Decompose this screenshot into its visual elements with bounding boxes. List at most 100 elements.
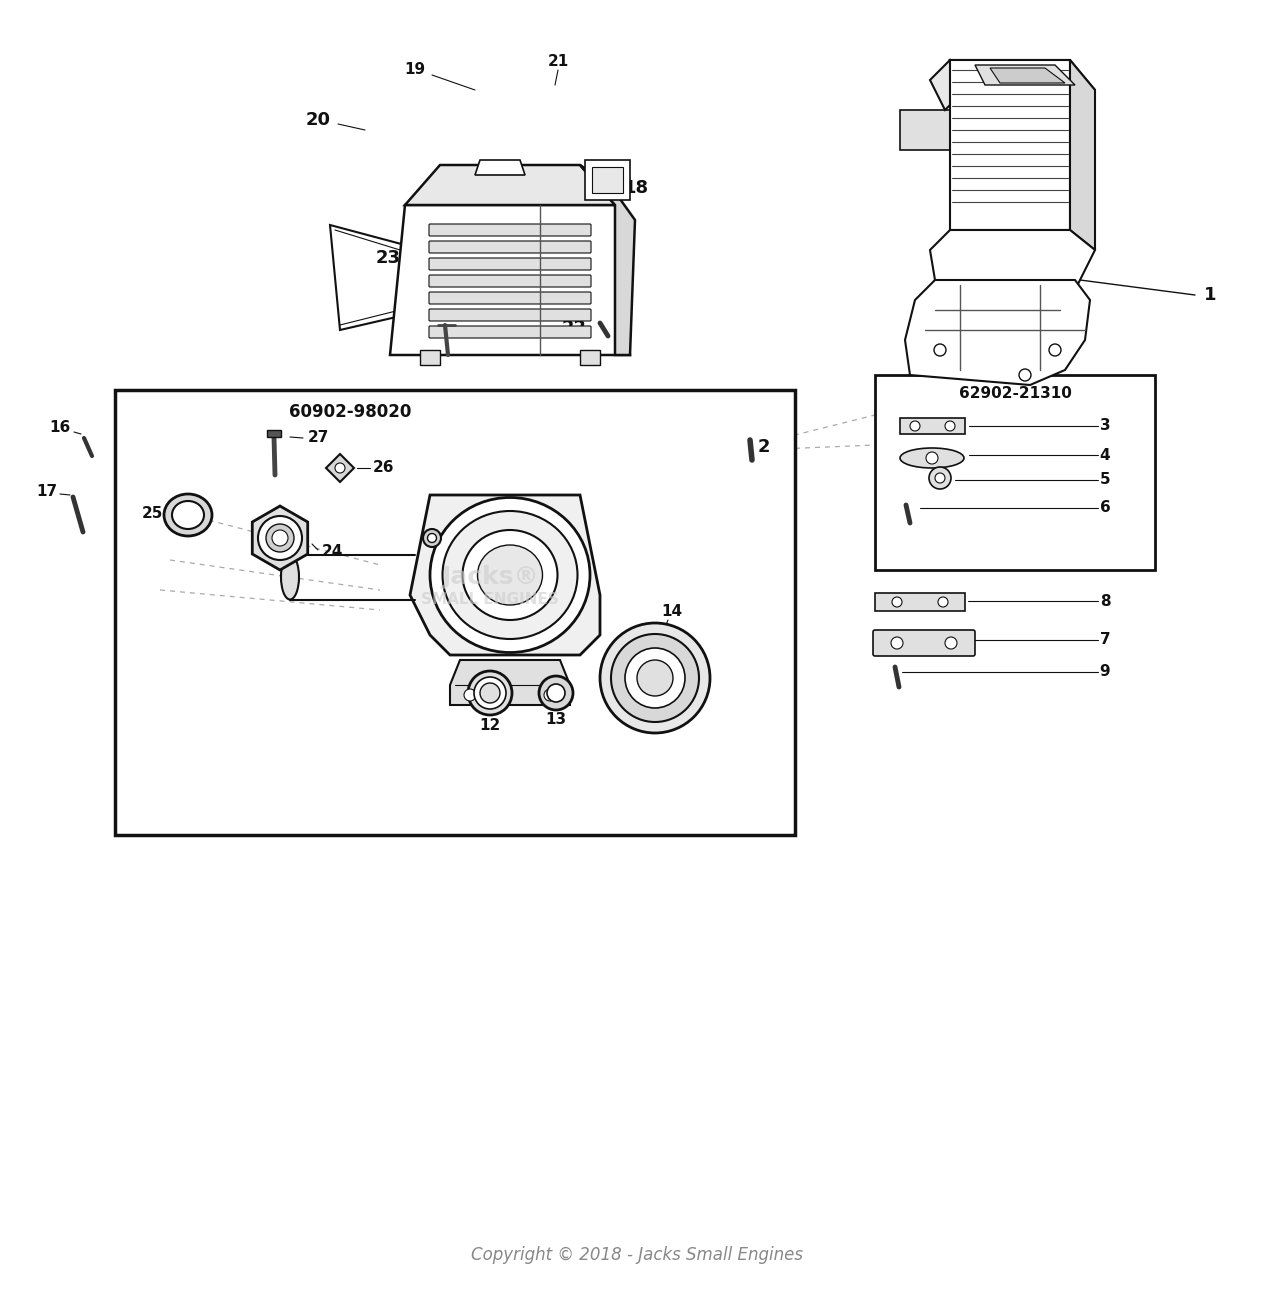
Circle shape — [891, 638, 903, 649]
Text: Copyright © 2018 - Jacks Small Engines: Copyright © 2018 - Jacks Small Engines — [470, 1246, 803, 1263]
Text: 13: 13 — [546, 712, 566, 727]
Circle shape — [929, 467, 951, 489]
Circle shape — [601, 623, 710, 733]
Circle shape — [474, 677, 506, 708]
Circle shape — [935, 474, 945, 483]
Circle shape — [479, 684, 500, 703]
Text: 19: 19 — [404, 63, 426, 77]
Circle shape — [1019, 369, 1031, 380]
Circle shape — [544, 689, 556, 701]
FancyBboxPatch shape — [428, 224, 592, 236]
Text: 5: 5 — [1099, 472, 1111, 488]
Circle shape — [638, 660, 673, 695]
Text: 15: 15 — [472, 529, 492, 543]
Circle shape — [266, 523, 295, 552]
Circle shape — [926, 453, 938, 464]
Circle shape — [935, 344, 946, 356]
Circle shape — [1049, 344, 1061, 356]
Text: 26: 26 — [374, 461, 395, 475]
Polygon shape — [989, 68, 1065, 83]
Bar — [580, 350, 601, 365]
Circle shape — [272, 530, 288, 546]
FancyBboxPatch shape — [428, 310, 592, 321]
Polygon shape — [950, 60, 1095, 91]
Circle shape — [945, 638, 958, 649]
Polygon shape — [411, 495, 601, 655]
Text: 3: 3 — [1099, 419, 1111, 433]
Ellipse shape — [172, 501, 204, 529]
Text: 18: 18 — [623, 178, 649, 197]
Bar — [585, 160, 630, 199]
Text: 6: 6 — [1099, 500, 1111, 516]
Ellipse shape — [463, 530, 557, 621]
Text: 24: 24 — [321, 544, 343, 559]
Circle shape — [910, 421, 921, 432]
Text: 12: 12 — [479, 719, 501, 733]
FancyBboxPatch shape — [428, 276, 592, 287]
Polygon shape — [390, 205, 630, 356]
Circle shape — [468, 670, 513, 715]
Text: Jacks®: Jacks® — [441, 565, 539, 589]
FancyBboxPatch shape — [873, 630, 975, 656]
Bar — [115, 390, 796, 834]
FancyBboxPatch shape — [875, 593, 965, 611]
Circle shape — [945, 421, 955, 432]
Polygon shape — [252, 506, 307, 569]
Polygon shape — [975, 66, 1075, 85]
Text: 25: 25 — [142, 505, 163, 521]
Polygon shape — [905, 279, 1090, 384]
Circle shape — [427, 534, 436, 542]
Polygon shape — [476, 160, 525, 174]
Bar — [875, 375, 1155, 569]
Ellipse shape — [430, 497, 590, 652]
Ellipse shape — [164, 495, 212, 537]
Polygon shape — [405, 165, 615, 205]
Circle shape — [938, 597, 949, 607]
Bar — [592, 167, 623, 193]
Text: 1: 1 — [1204, 286, 1216, 304]
Circle shape — [258, 516, 302, 560]
Text: 16: 16 — [50, 421, 70, 436]
Circle shape — [611, 634, 699, 722]
Text: 62902-21310: 62902-21310 — [959, 386, 1071, 400]
FancyBboxPatch shape — [428, 241, 592, 253]
Polygon shape — [450, 660, 570, 705]
Polygon shape — [1070, 60, 1095, 251]
Polygon shape — [929, 60, 965, 110]
FancyBboxPatch shape — [428, 293, 592, 304]
Polygon shape — [330, 224, 405, 331]
Circle shape — [625, 648, 685, 708]
Text: 4: 4 — [1099, 447, 1111, 463]
Bar — [266, 430, 280, 437]
Circle shape — [423, 529, 441, 547]
Text: 14: 14 — [662, 605, 682, 619]
Circle shape — [547, 684, 565, 702]
Text: 21: 21 — [547, 55, 569, 70]
Polygon shape — [921, 230, 1095, 320]
Polygon shape — [326, 454, 354, 482]
FancyBboxPatch shape — [428, 325, 592, 338]
Text: 17: 17 — [37, 484, 57, 500]
Ellipse shape — [442, 510, 578, 639]
Text: 8: 8 — [1099, 593, 1111, 609]
Ellipse shape — [478, 544, 542, 605]
Text: 7: 7 — [1099, 632, 1111, 648]
FancyBboxPatch shape — [900, 419, 965, 434]
Circle shape — [464, 689, 476, 701]
Bar — [419, 350, 440, 365]
Text: 2: 2 — [757, 438, 770, 457]
Text: 60902-98020: 60902-98020 — [289, 403, 411, 421]
Ellipse shape — [280, 555, 300, 600]
Text: 23: 23 — [376, 249, 400, 268]
Polygon shape — [900, 110, 950, 150]
Text: SMALL ENGINES: SMALL ENGINES — [421, 593, 558, 607]
Circle shape — [539, 676, 572, 710]
FancyBboxPatch shape — [428, 258, 592, 270]
Ellipse shape — [900, 447, 964, 468]
Text: 20: 20 — [306, 112, 330, 129]
Text: 27: 27 — [307, 430, 329, 446]
Text: 9: 9 — [1099, 664, 1111, 680]
Circle shape — [335, 463, 346, 474]
Polygon shape — [580, 165, 635, 356]
Circle shape — [892, 597, 901, 607]
